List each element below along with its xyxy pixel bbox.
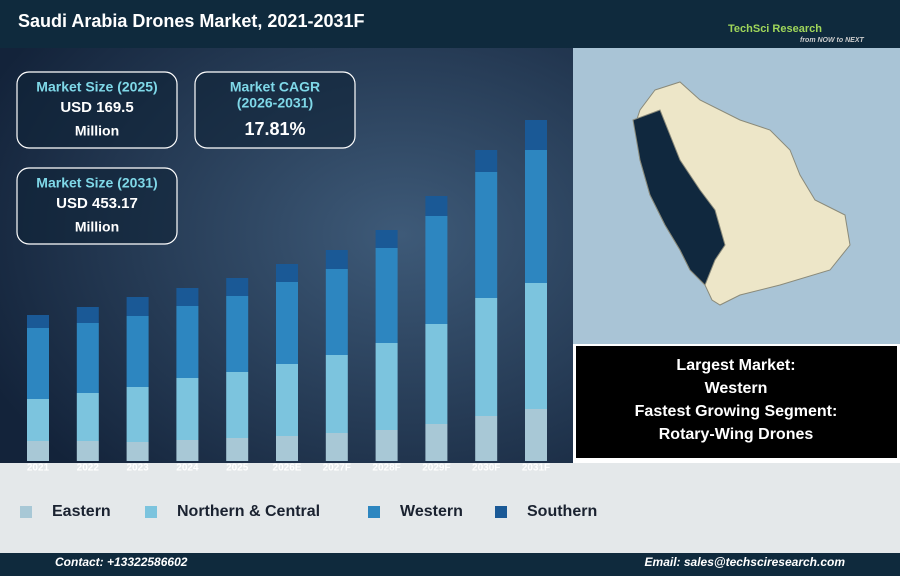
bar-segment [525, 283, 547, 409]
bar-segment [276, 264, 298, 282]
info-box [194, 71, 356, 149]
info-label: Market CAGR [230, 79, 320, 95]
bar-segment [375, 430, 398, 461]
bar-segment [475, 298, 498, 416]
bar-segment [325, 250, 348, 269]
info-box [16, 71, 178, 149]
bar-segment [76, 441, 99, 461]
highlight-text: Fastest Growing Segment: [635, 403, 838, 420]
bar-segment [525, 120, 547, 150]
x-tick-label: 2022 [77, 463, 100, 474]
info-label: (2026-2031) [237, 95, 313, 111]
bar-segment [226, 278, 249, 296]
legend-label: Eastern [52, 503, 111, 520]
map-western-region [632, 109, 726, 286]
logo-tagline: from NOW to NEXT [800, 37, 864, 44]
legend-label: Southern [527, 503, 597, 520]
bar-segment [375, 248, 398, 343]
bar-segment [76, 323, 99, 393]
bar-segment [475, 416, 498, 461]
bar-segment [27, 315, 49, 328]
bar-segment [76, 307, 99, 323]
bar-segment [126, 297, 149, 316]
x-tick-label: 2028F [372, 463, 400, 474]
bar-segment [276, 364, 298, 436]
legend-swatch [495, 506, 507, 518]
x-tick-label: 2027F [323, 463, 351, 474]
bar-segment [126, 442, 149, 461]
highlight-box [574, 344, 899, 460]
bar-segment [425, 196, 448, 216]
bar-segment [475, 172, 498, 298]
bar-segment [276, 436, 298, 461]
contact: Contact: +13322586602 [55, 555, 188, 569]
legend-swatch [145, 506, 157, 518]
bar-segment [176, 378, 199, 440]
legend-label: Northern & Central [177, 503, 320, 520]
logo: TechSci Research [728, 23, 822, 35]
bar-segment [176, 288, 199, 306]
x-tick-label: 2029F [422, 463, 450, 474]
title: Saudi Arabia Drones Market, 2021-2031F [18, 11, 364, 31]
bar-segment [226, 296, 249, 372]
highlight-text: Largest Market: [676, 357, 795, 374]
x-tick-label: 2026E [273, 463, 302, 474]
email: Email: sales@techsciresearch.com [645, 555, 846, 569]
footer-bar [0, 553, 900, 576]
bar-segment [226, 438, 249, 461]
bar-segment [27, 441, 49, 461]
bar-segment [126, 387, 149, 442]
bar-segment [425, 424, 448, 461]
x-tick-label: 2031F [522, 463, 550, 474]
legend-swatch [20, 506, 32, 518]
info-value: USD 169.5 [60, 99, 133, 116]
info-label: Market Size (2031) [36, 175, 157, 191]
bar-segment [126, 316, 149, 387]
bar-segment [425, 324, 448, 424]
bar-segment [325, 269, 348, 355]
bar-segment [76, 393, 99, 441]
bar-segment [176, 306, 199, 378]
bar-segment [226, 372, 249, 438]
bar-segment [525, 409, 547, 461]
info-label: Market Size (2025) [36, 79, 157, 95]
bar-segment [27, 328, 49, 399]
bar-segment [375, 230, 398, 248]
x-tick-label: 2023 [126, 463, 149, 474]
highlight-text: Western [705, 380, 768, 397]
x-tick-label: 2024 [176, 463, 199, 474]
info-value: USD 453.17 [56, 195, 138, 212]
bar-segment [176, 440, 199, 461]
x-tick-label: 2030F [472, 463, 500, 474]
info-unit: Million [75, 219, 119, 235]
bar-segment [425, 216, 448, 324]
bar-segment [325, 355, 348, 433]
bar-segment [375, 343, 398, 430]
info-unit: Million [75, 123, 119, 139]
info-box [16, 167, 178, 245]
bar-segment [525, 150, 547, 283]
highlight-text: Rotary-Wing Drones [659, 426, 814, 443]
legend-swatch [368, 506, 380, 518]
bar-segment [27, 399, 49, 441]
legend-label: Western [400, 503, 463, 520]
bar-segment [325, 433, 348, 461]
header-bar [0, 0, 900, 48]
x-tick-label: 2021 [27, 463, 50, 474]
bar-segment [276, 282, 298, 364]
x-tick-label: 2025 [226, 463, 249, 474]
bar-segment [475, 150, 498, 172]
info-value: 17.81% [244, 119, 305, 139]
